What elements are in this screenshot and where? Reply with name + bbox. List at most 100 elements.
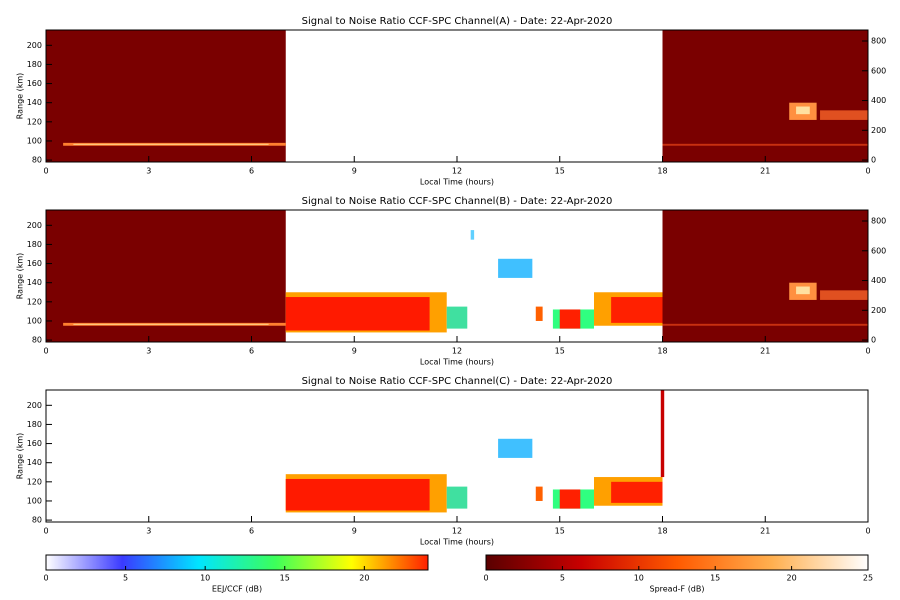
y-tick-label: 80 — [32, 336, 42, 345]
x-tick-label: 21 — [760, 347, 770, 356]
colorbar-tick-label: 15 — [710, 574, 720, 583]
y2-tick-label: 0 — [871, 156, 876, 165]
heatmap-cell — [611, 481, 663, 503]
y-tick-label: 80 — [32, 156, 42, 165]
y-tick-label: 180 — [27, 240, 42, 249]
x-tick-label: 0 — [865, 347, 870, 356]
y-tick-label: 200 — [27, 401, 42, 410]
heatmap-cell — [796, 106, 810, 115]
colorbar-tick-label: 0 — [483, 574, 488, 583]
y-tick-label: 160 — [27, 259, 42, 268]
panel-title: Signal to Noise Ratio CCF-SPC Channel(C)… — [302, 376, 613, 387]
x-tick-label: 21 — [760, 527, 770, 536]
y-tick-label: 140 — [27, 458, 42, 467]
x-tick-label: 15 — [555, 347, 565, 356]
heatmap-cell — [446, 486, 468, 509]
x-tick-label: 0 — [865, 527, 870, 536]
panel-title: Signal to Noise Ratio CCF-SPC Channel(A)… — [302, 16, 613, 27]
y-tick-label: 120 — [27, 297, 42, 306]
y-axis-label: Range (km) — [16, 73, 25, 120]
y-axis-label: Range (km) — [16, 253, 25, 300]
y2-tick-label: 600 — [871, 66, 886, 75]
heatmap-cell — [820, 290, 868, 300]
x-tick-label: 0 — [43, 527, 48, 536]
colorbar-tick-label: 5 — [560, 574, 565, 583]
x-tick-label: 12 — [452, 167, 462, 176]
colorbar-tick-label: 5 — [123, 574, 128, 583]
y-tick-label: 180 — [27, 60, 42, 69]
heatmap-cell — [46, 210, 286, 342]
colorbar-tick-label: 0 — [43, 574, 48, 583]
x-tick-label: 0 — [43, 167, 48, 176]
x-tick-label: 0 — [865, 167, 870, 176]
heatmap-cell — [660, 390, 665, 478]
x-tick-label: 9 — [352, 167, 357, 176]
y-tick-label: 160 — [27, 439, 42, 448]
x-tick-label: 12 — [452, 347, 462, 356]
x-tick-label: 0 — [43, 347, 48, 356]
y2-tick-label: 200 — [871, 126, 886, 135]
y2-tick-label: 600 — [871, 246, 886, 255]
heatmap-cell — [662, 30, 868, 162]
heatmap-cell — [73, 143, 269, 145]
x-tick-label: 9 — [352, 347, 357, 356]
x-tick-label: 6 — [249, 167, 254, 176]
heatmap-cell — [535, 486, 543, 501]
y-tick-label: 120 — [27, 477, 42, 486]
colorbar-tick-label: 20 — [787, 574, 797, 583]
heatmap-cell — [662, 143, 868, 146]
heatmap-cell — [446, 306, 468, 329]
y2-tick-label: 0 — [871, 336, 876, 345]
y-tick-label: 160 — [27, 79, 42, 88]
heatmap-cell — [559, 489, 581, 509]
x-tick-label: 6 — [249, 347, 254, 356]
panel-title: Signal to Noise Ratio CCF-SPC Channel(B)… — [302, 196, 613, 207]
y2-tick-label: 800 — [871, 37, 886, 46]
colorbar-tick-label: 10 — [634, 574, 644, 583]
x-tick-label: 18 — [657, 527, 667, 536]
heatmap-cell — [285, 297, 430, 331]
y-tick-label: 180 — [27, 420, 42, 429]
y2-tick-label: 400 — [871, 276, 886, 285]
heatmap-cell — [559, 309, 581, 329]
x-axis-label: Local Time (hours) — [420, 178, 494, 187]
colorbar-label: EEJ/CCF (dB) — [212, 585, 262, 594]
y-axis-label: Range (km) — [16, 433, 25, 480]
colorbar — [45, 554, 429, 571]
y-tick-label: 140 — [27, 278, 42, 287]
heatmap-cell — [796, 286, 810, 295]
y-tick-label: 200 — [27, 221, 42, 230]
x-tick-label: 6 — [249, 527, 254, 536]
y-tick-label: 120 — [27, 117, 42, 126]
x-tick-label: 3 — [146, 527, 151, 536]
heatmap-cell — [662, 210, 868, 342]
y2-tick-label: 800 — [871, 217, 886, 226]
colorbar-label: Spread-F (dB) — [649, 585, 704, 594]
y-tick-label: 80 — [32, 516, 42, 525]
y-tick-label: 200 — [27, 41, 42, 50]
x-tick-label: 18 — [657, 347, 667, 356]
heatmap-cell — [820, 110, 868, 120]
colorbar-tick-label: 10 — [200, 574, 210, 583]
heatmap-cell — [498, 258, 533, 278]
colorbar-tick-label: 15 — [280, 574, 290, 583]
colorbar-tick-label: 25 — [863, 574, 873, 583]
colorbar — [485, 554, 869, 571]
heatmap-cell — [46, 30, 286, 162]
y-tick-label: 100 — [27, 496, 42, 505]
heatmap-cell — [470, 230, 475, 240]
y-tick-label: 140 — [27, 98, 42, 107]
y-tick-label: 100 — [27, 136, 42, 145]
heatmap-cell — [73, 323, 269, 325]
colorbar-tick-label: 20 — [359, 574, 369, 583]
heatmap-cell — [285, 478, 430, 511]
x-axis-label: Local Time (hours) — [420, 538, 494, 547]
heatmap-cell — [611, 297, 663, 323]
x-axis-label: Local Time (hours) — [420, 358, 494, 367]
x-tick-label: 9 — [352, 527, 357, 536]
heatmap-cell — [498, 438, 533, 458]
x-tick-label: 12 — [452, 527, 462, 536]
x-tick-label: 21 — [760, 167, 770, 176]
heatmap-cell — [535, 306, 543, 321]
